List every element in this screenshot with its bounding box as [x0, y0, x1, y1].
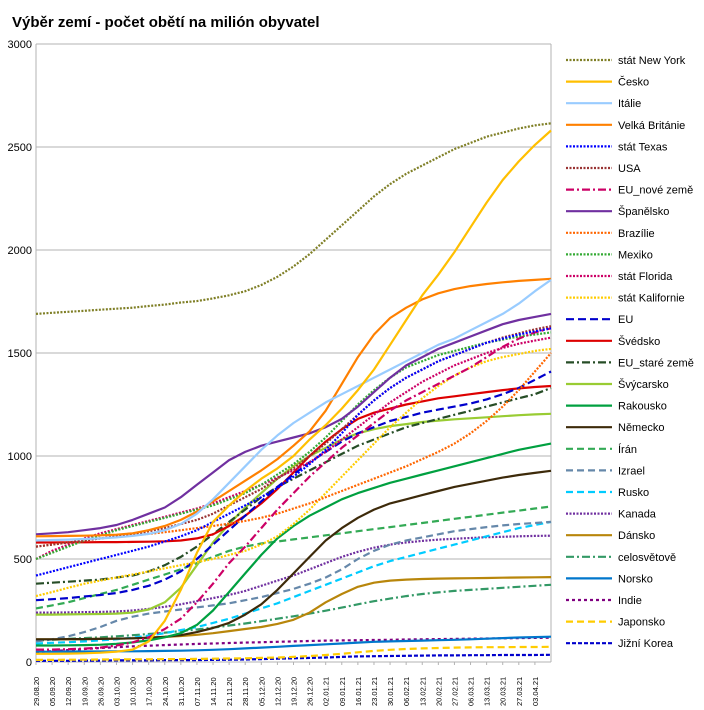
- series-line-20: [35, 520, 552, 645]
- legend-label: Norsko: [618, 573, 653, 585]
- series-line-18: [35, 505, 552, 610]
- x-tick-label: 05.09.20: [48, 677, 57, 706]
- series-line-4: [35, 327, 552, 577]
- legend-label: Česko: [618, 76, 649, 89]
- x-tick-label: 06.03.21: [467, 677, 476, 706]
- legend: stát New York Česko Itálie Velká Británie st…: [566, 55, 694, 650]
- legend-label: Indie: [618, 595, 642, 607]
- x-tick-label: 27.02.21: [450, 677, 459, 706]
- x-tick-label: 05.12.20: [257, 677, 266, 706]
- x-tick-label: 02.01.21: [322, 677, 331, 706]
- series-line-15: [36, 412, 552, 616]
- legend-label: celosvětově: [618, 552, 676, 564]
- series-line-26: [36, 645, 552, 662]
- x-tick-label: 19.09.20: [80, 677, 89, 706]
- legend-label: Izrael: [618, 465, 645, 477]
- series-line-19: [35, 520, 552, 643]
- x-tick-label: 23.01.21: [370, 677, 379, 706]
- series-line-21: [36, 534, 552, 614]
- legend-label: Jižní Korea: [618, 638, 674, 650]
- x-tick-label: 21.11.20: [225, 677, 234, 706]
- legend-label: stát Kalifornie: [618, 293, 685, 305]
- axes: 0 500 1000 1500 2000 2500 3000 29.08.20 05.09.20…: [8, 39, 552, 706]
- y-tick-label: 3000: [8, 39, 32, 51]
- x-tick-label: 12.09.20: [64, 677, 73, 706]
- x-tick-label: 10.10.20: [129, 677, 138, 706]
- x-tick-label: 03.04.21: [531, 677, 540, 706]
- y-tick-label: 1000: [8, 451, 32, 463]
- x-tick-label: 17.10.20: [145, 677, 154, 706]
- series-line-9: [35, 331, 552, 561]
- series-line-23: [35, 583, 552, 642]
- x-tick-label: 20.02.21: [434, 677, 443, 706]
- legend-label: Velká Británie: [618, 120, 685, 132]
- legend-label: EU_nové země: [618, 185, 693, 197]
- legend-label: USA: [618, 163, 641, 175]
- y-tick-label: 0: [26, 657, 32, 669]
- series-line-25: [35, 636, 552, 654]
- x-tick-label: 16.01.21: [354, 677, 363, 706]
- x-tick-label: 19.12.20: [290, 677, 299, 706]
- series-line-1: [36, 129, 552, 655]
- legend-label: Rusko: [618, 487, 649, 499]
- legend-label: stát Florida: [618, 271, 673, 283]
- x-tick-label: 07.11.20: [193, 677, 202, 706]
- series-line-27: [36, 653, 552, 662]
- legend-label: Španělsko: [618, 205, 669, 218]
- legend-label: Rakousko: [618, 401, 667, 413]
- legend-label: Japonsko: [618, 617, 665, 629]
- legend-label: Írán: [618, 443, 637, 456]
- legend-label: Itálie: [618, 98, 641, 110]
- series-line-7: [35, 312, 552, 536]
- series-line-17: [36, 469, 552, 641]
- y-tick-label: 500: [14, 554, 32, 566]
- legend-label: Švédsko: [618, 335, 660, 348]
- x-tick-label: 28.11.20: [241, 677, 250, 706]
- legend-label: Mexiko: [618, 249, 653, 261]
- x-tick-label: 13.03.21: [483, 677, 492, 706]
- series-line-3: [35, 277, 552, 538]
- x-tick-label: 06.02.21: [402, 677, 411, 706]
- x-tick-label: 03.10.20: [112, 677, 121, 706]
- x-tick-label: 14.11.20: [209, 677, 218, 706]
- x-tick-label: 13.02.21: [418, 677, 427, 706]
- series-line-2: [35, 278, 552, 542]
- x-tick-label: 12.12.20: [273, 677, 282, 706]
- legend-label: stát Texas: [618, 141, 668, 153]
- series-line-5: [35, 325, 552, 548]
- x-tick-label: 24.10.20: [161, 677, 170, 706]
- series-line-13: [36, 384, 552, 544]
- legend-label: Německo: [618, 422, 664, 434]
- x-tick-label: 27.03.21: [515, 677, 524, 706]
- series-line-0: [35, 122, 552, 315]
- x-tick-label: 30.01.21: [386, 677, 395, 706]
- legend-label: stát New York: [618, 55, 686, 67]
- legend-label: Švýcarsko: [618, 378, 669, 391]
- y-tick-label: 2000: [8, 245, 32, 257]
- x-tick-label: 26.12.20: [306, 677, 315, 706]
- legend-label: EU: [618, 314, 633, 326]
- grid: [36, 43, 551, 663]
- x-tick-label: 26.09.20: [96, 677, 105, 706]
- legend-label: Kanada: [618, 509, 657, 521]
- series-line-8: [35, 352, 552, 548]
- legend-label: Dánsko: [618, 530, 655, 542]
- x-tick-label: 09.01.21: [338, 677, 347, 706]
- y-tick-label: 2500: [8, 142, 32, 154]
- legend-label: EU_staré země: [618, 357, 694, 369]
- series-line-22: [36, 576, 552, 641]
- legend-label: Brazílie: [618, 228, 655, 240]
- series-lines: [35, 122, 552, 662]
- y-tick-label: 1500: [8, 348, 32, 360]
- x-tick-label: 31.10.20: [177, 677, 186, 706]
- x-tick-label: 20.03.21: [499, 677, 508, 706]
- series-line-12: [35, 370, 552, 602]
- series-line-6: [36, 327, 552, 651]
- chart-title: Výběr zemí - počet obětí na milión obyva…: [12, 14, 320, 31]
- x-tick-label: 29.08.20: [32, 677, 41, 706]
